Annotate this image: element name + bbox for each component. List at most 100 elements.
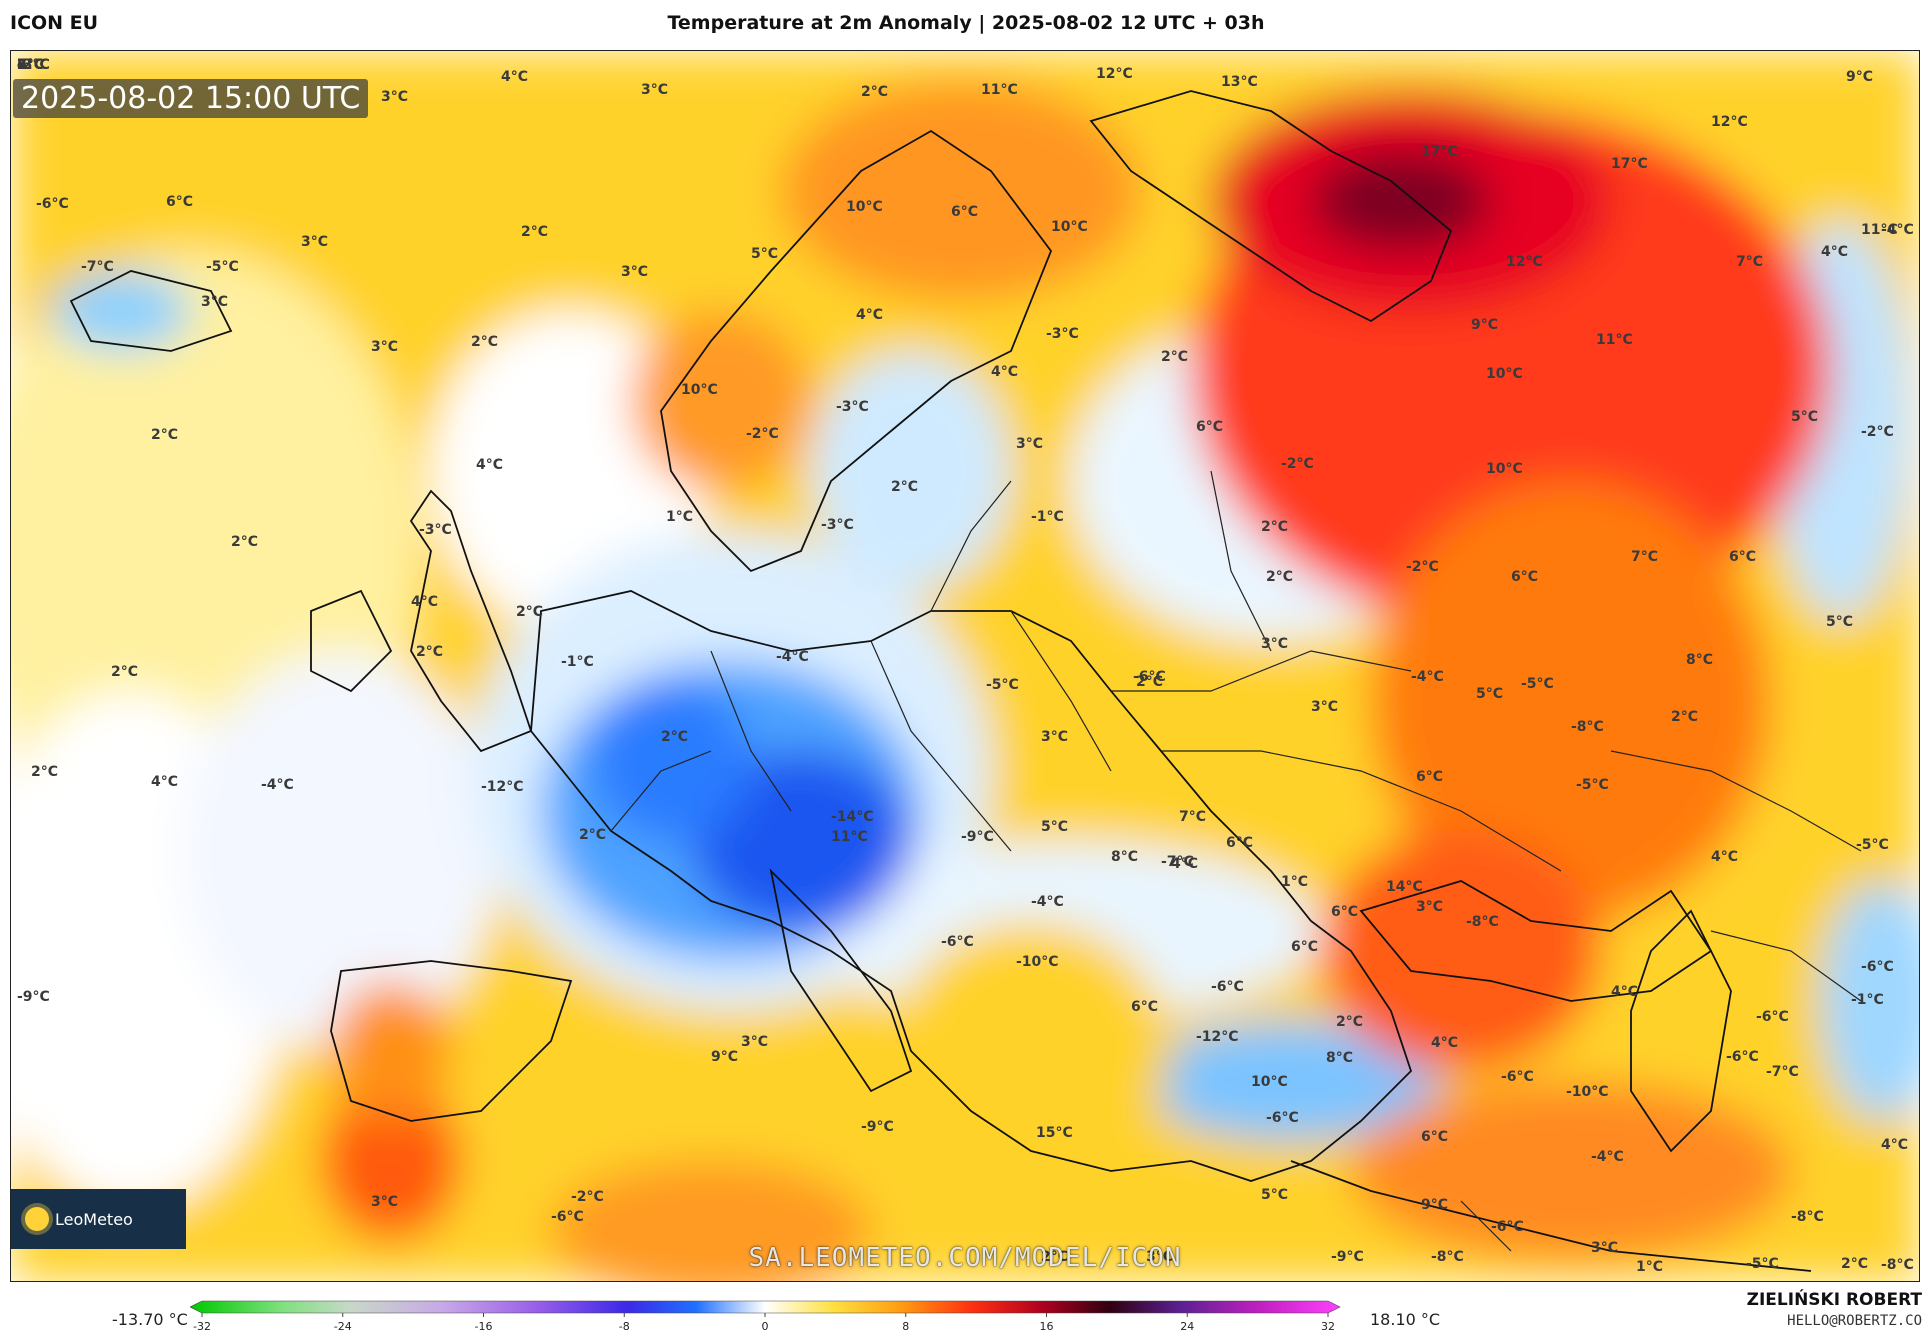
scale-tick-label: -16	[475, 1320, 493, 1333]
temperature-label: -2°C	[746, 426, 779, 442]
temperature-label: -7°C	[1161, 854, 1194, 870]
temperature-label: 17°C	[1421, 144, 1458, 160]
temperature-label: -1°C	[1031, 509, 1064, 525]
temperature-label: 4°C	[1611, 984, 1638, 1000]
map-frame[interactable]: 4°C 3°C 3°C 2°C 11°C 12°C 13°C 9°C 12°C 17°C 17°C -…	[10, 50, 1920, 1282]
scale-tick-label: 0	[762, 1320, 769, 1333]
temperature-label: -6°C	[551, 1209, 584, 1225]
temperature-label: 6°C	[1196, 419, 1223, 435]
temperature-label: 10°C	[1051, 219, 1088, 235]
source-watermark: SA.LEOMETEO.COM/MODEL/ICON	[748, 1243, 1182, 1273]
temperature-label: 2°C	[471, 334, 498, 350]
temperature-label: 14°C	[1386, 879, 1423, 895]
temperature-label: 2°C	[1671, 709, 1698, 725]
scale-tick-label: -32	[193, 1320, 211, 1333]
temperature-label: -4°C	[1031, 894, 1064, 910]
temperature-label: 7°C	[1736, 254, 1763, 270]
temperature-label: 12°C	[1506, 254, 1543, 270]
temperature-label: -6°C	[941, 934, 974, 950]
temperature-label: 6°C	[1511, 569, 1538, 585]
temperature-label: 2°C	[891, 479, 918, 495]
author-credit: ZIELIŃSKI ROBERT	[1746, 1290, 1922, 1310]
temperature-label: 4°C	[1821, 244, 1848, 260]
temperature-label: 6°C	[166, 194, 193, 210]
temperature-label: 7°C	[1179, 809, 1206, 825]
temperature-label: 2°C	[579, 827, 606, 843]
temperature-label: 17°C	[1611, 156, 1648, 172]
coastlines	[69, 90, 1812, 1272]
temperature-label: 15°C	[1036, 1125, 1073, 1141]
anomaly-map[interactable]: 4°C3°C 3°C 2°C 11°C12°C 13°C 9°C12°C17°C17°C-…	[11, 51, 1920, 1282]
temperature-label: 9°C	[1846, 69, 1873, 85]
temperature-label: -7°C	[81, 259, 114, 275]
leometeo-logo[interactable]: LeoMeteo	[11, 1189, 186, 1249]
temperature-label: 2°C	[1336, 1014, 1363, 1030]
temperature-label: 5°C	[1791, 409, 1818, 425]
temperature-label: 4°C	[1711, 849, 1738, 865]
temperature-label: 2°C	[1261, 519, 1288, 535]
temperature-label: 11°C	[981, 82, 1018, 98]
temperature-label: 5°C	[1041, 819, 1068, 835]
temperature-label: 4°C	[411, 594, 438, 610]
temperature-label: 2°C	[516, 604, 543, 620]
temperature-label: 5°C	[1826, 614, 1853, 630]
temperature-label: 2°C	[231, 534, 258, 550]
temperature-label: 2°C	[1161, 349, 1188, 365]
temperature-label: 11°C	[1596, 332, 1633, 348]
temperature-label: -9°C	[17, 989, 50, 1005]
scale-tick-label: 24	[1180, 1320, 1194, 1333]
author-contact[interactable]: HELLO@ROBERTZ.CO	[1787, 1313, 1922, 1329]
temperature-label: 4°C	[856, 307, 883, 323]
sun-icon	[25, 1207, 49, 1231]
temperature-label: 4°C	[476, 457, 503, 473]
temperature-label: -6°C	[1501, 1069, 1534, 1085]
temperature-label: -9°C	[1331, 1249, 1364, 1265]
scale-min-label: -13.70 °C	[112, 1310, 188, 1329]
temperature-label: -14°C	[831, 809, 874, 825]
model-label: ICON EU	[10, 12, 99, 34]
temperature-label: 10°C	[1486, 366, 1523, 382]
temperature-label: 4°C	[1881, 1137, 1908, 1153]
temperature-label: 5°C	[751, 246, 778, 262]
temperature-label: -5°C	[1856, 837, 1889, 853]
temperature-label: -9°C	[861, 1119, 894, 1135]
temperature-label: -4°C	[1881, 222, 1914, 238]
temperature-label: -1°C	[1851, 992, 1884, 1008]
temperature-label: -2°C	[1406, 559, 1439, 575]
temperature-label: -5°C	[986, 677, 1019, 693]
temperature-label: -6°C	[1861, 959, 1894, 975]
temperature-label: -3°C	[1046, 326, 1079, 342]
temperature-label: 10°C	[1486, 461, 1523, 477]
temperature-label: 6°C	[951, 204, 978, 220]
temperature-label: 4°C	[501, 69, 528, 85]
temperature-label: 3°C	[301, 234, 328, 250]
temperature-label: 2°C	[17, 57, 44, 73]
temperature-label: 1°C	[666, 509, 693, 525]
temperature-label: -6°C	[1756, 1009, 1789, 1025]
temperature-label: 6°C	[17, 57, 44, 73]
temperature-label: 7°C	[17, 57, 44, 73]
temperature-label: 1°C	[1281, 874, 1308, 890]
temperature-label: 12°C	[1096, 66, 1133, 82]
temperature-label: -6°C	[1133, 669, 1166, 685]
temperature-label: 3°C	[1146, 1249, 1173, 1265]
temperature-label: 10°C	[1251, 1074, 1288, 1090]
temperature-label: 4°C	[17, 57, 44, 73]
temperature-label: 11°C	[831, 829, 868, 845]
temperature-label: 10°C	[846, 199, 883, 215]
temperature-label: -8°C	[1571, 719, 1604, 735]
temperature-label: -4°C	[1411, 669, 1444, 685]
temperature-label: -6°C	[1726, 1049, 1759, 1065]
temperature-label: -6°C	[1491, 1219, 1524, 1235]
temperature-label: 6°C	[1421, 1129, 1448, 1145]
temperature-label: 3°C	[1416, 899, 1443, 915]
scale-max-label: 18.10 °C	[1370, 1310, 1441, 1329]
temperature-label: -2°C	[17, 57, 50, 73]
temperature-label: 10°C	[681, 382, 718, 398]
temperature-label: 1°C	[1636, 1259, 1663, 1275]
scale-tick-label: 32	[1321, 1320, 1335, 1333]
temperature-label: 3°C	[1016, 436, 1043, 452]
temperature-label: 3°C	[741, 1034, 768, 1050]
temperature-label: -8°C	[1431, 1249, 1464, 1265]
temperature-label: -9°C	[961, 829, 994, 845]
